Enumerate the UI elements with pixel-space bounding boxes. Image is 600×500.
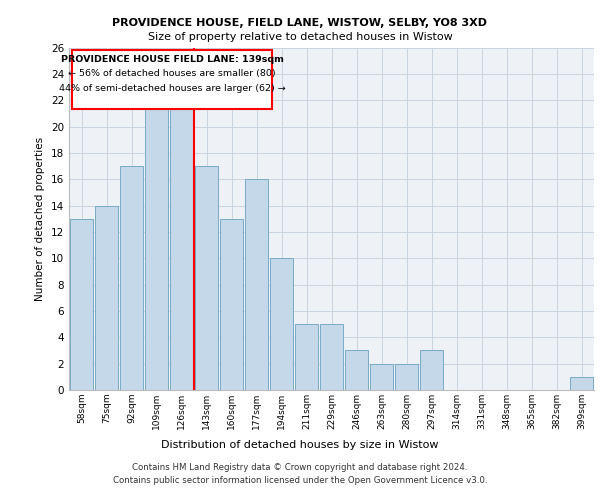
Text: Distribution of detached houses by size in Wistow: Distribution of detached houses by size …: [161, 440, 439, 450]
Text: ← 56% of detached houses are smaller (80): ← 56% of detached houses are smaller (80…: [68, 69, 276, 78]
Text: Contains public sector information licensed under the Open Government Licence v3: Contains public sector information licen…: [113, 476, 487, 485]
Bar: [145, 100, 168, 390]
Bar: [170, 100, 193, 390]
Text: Contains HM Land Registry data © Crown copyright and database right 2024.: Contains HM Land Registry data © Crown c…: [132, 464, 468, 472]
Bar: [270, 258, 293, 390]
Bar: [395, 364, 418, 390]
Text: Size of property relative to detached houses in Wistow: Size of property relative to detached ho…: [148, 32, 452, 42]
Bar: [195, 166, 218, 390]
Bar: [420, 350, 443, 390]
Text: PROVIDENCE HOUSE FIELD LANE: 139sqm: PROVIDENCE HOUSE FIELD LANE: 139sqm: [61, 54, 283, 64]
Bar: [570, 377, 593, 390]
Bar: [70, 219, 93, 390]
Bar: [95, 206, 118, 390]
Y-axis label: Number of detached properties: Number of detached properties: [35, 136, 46, 301]
Bar: [295, 324, 318, 390]
Bar: [345, 350, 368, 390]
Bar: [120, 166, 143, 390]
FancyBboxPatch shape: [72, 50, 272, 110]
Bar: [245, 179, 268, 390]
Bar: [320, 324, 343, 390]
Bar: [370, 364, 393, 390]
Text: 44% of semi-detached houses are larger (62) →: 44% of semi-detached houses are larger (…: [59, 84, 286, 92]
Bar: [220, 219, 243, 390]
Text: PROVIDENCE HOUSE, FIELD LANE, WISTOW, SELBY, YO8 3XD: PROVIDENCE HOUSE, FIELD LANE, WISTOW, SE…: [113, 18, 487, 28]
